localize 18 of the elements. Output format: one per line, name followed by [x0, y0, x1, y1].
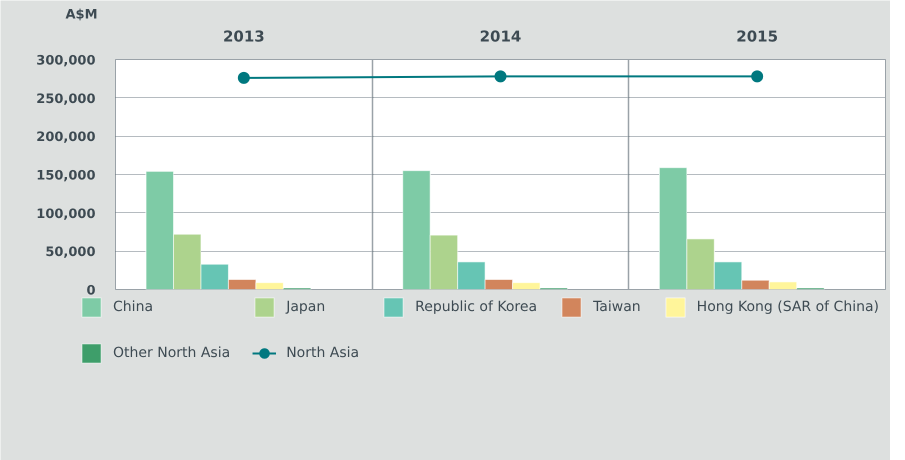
- y-tick-label: 200,000: [36, 130, 96, 146]
- y-axis-title: A$M: [66, 8, 98, 22]
- legend-label: Hong Kong (SAR of China): [696, 299, 879, 315]
- legend-label: China: [113, 299, 154, 315]
- x-tick-label: 2013: [222, 28, 265, 46]
- x-tick-label: 2014: [480, 28, 522, 46]
- x-tick-label: 2015: [736, 28, 778, 46]
- legend-label: North Asia: [286, 345, 360, 361]
- y-tick-label: 0: [86, 284, 96, 298]
- y-tick-label: 50,000: [45, 245, 96, 260]
- legend-label: Taiwan: [593, 299, 641, 315]
- legend-label: Republic of Korea: [415, 299, 538, 315]
- y-tick-label: 150,000: [36, 168, 96, 184]
- legend-label: Other North Asia: [113, 345, 230, 361]
- y-tick-label: 100,000: [36, 206, 96, 222]
- legend-label: Japan: [286, 299, 326, 315]
- y-tick-label: 250,000: [36, 92, 96, 107]
- y-tick-label: 300,000: [36, 54, 96, 68]
